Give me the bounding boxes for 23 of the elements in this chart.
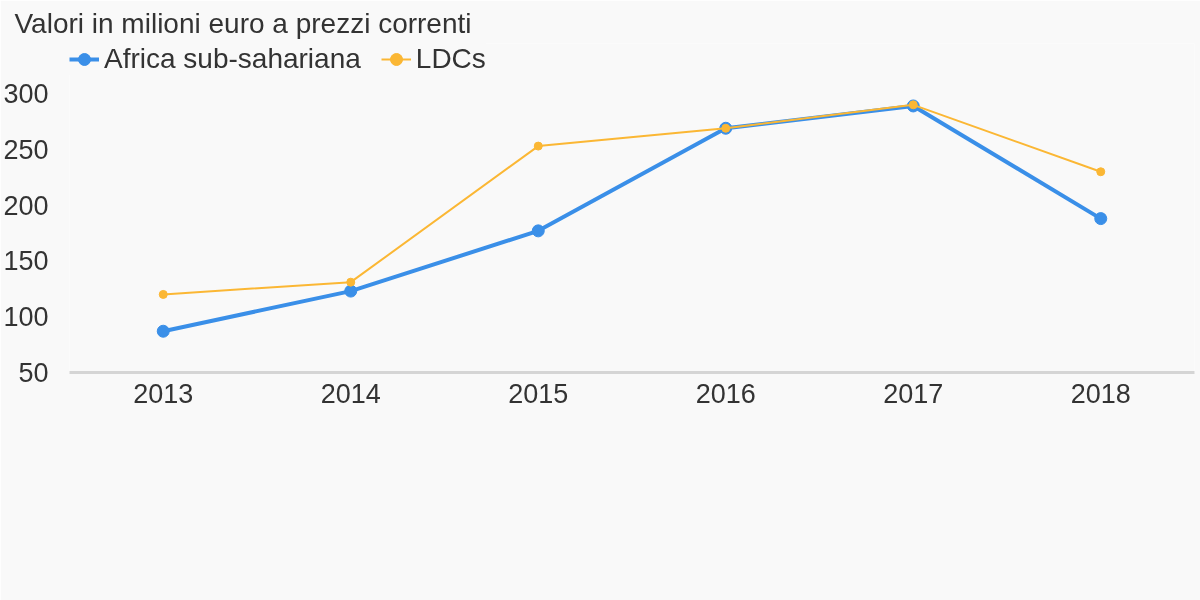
x-tick-label: 2018	[1070, 378, 1131, 409]
y-tick-label: 150	[3, 246, 49, 277]
point	[1094, 212, 1108, 226]
x-tick-label: 2015	[508, 378, 569, 409]
y-tick-label: 250	[3, 134, 49, 165]
point	[1096, 167, 1106, 177]
x-tick-label: 2016	[695, 378, 756, 409]
x-tick-label: 2013	[133, 378, 194, 409]
chart-title: Valori in milioni euro a prezzi correnti	[14, 7, 472, 39]
x-tick-label: 2017	[883, 378, 944, 409]
y-tick-label: 100	[3, 302, 49, 333]
point	[531, 224, 545, 238]
point	[533, 141, 543, 151]
point	[158, 289, 168, 299]
legend-label: Africa sub-sahariana	[104, 43, 361, 75]
point	[344, 284, 358, 298]
x-tick-label: 2014	[320, 378, 381, 409]
legend-label: LDCs	[415, 43, 486, 75]
y-tick-label: 200	[3, 190, 49, 221]
y-tick-label: 50	[18, 358, 49, 388]
y-tick-label: 300	[3, 79, 49, 110]
point	[346, 277, 356, 287]
point	[156, 324, 170, 338]
